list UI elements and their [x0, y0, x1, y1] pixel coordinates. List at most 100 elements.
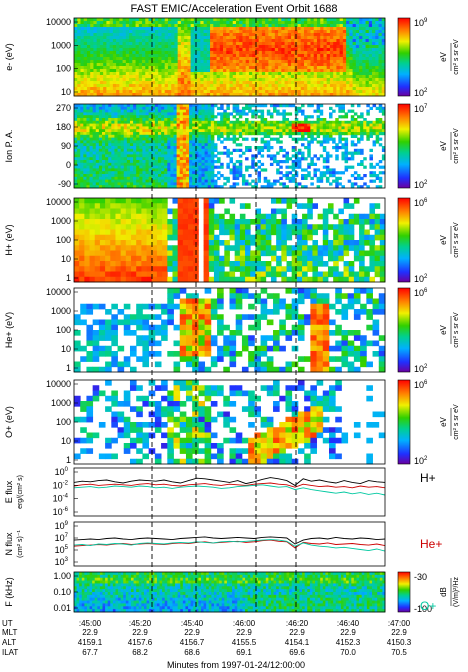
- y-tick-label: 1000: [51, 216, 71, 226]
- table-cell: 22.9: [289, 628, 305, 637]
- y-axis-label: F (kHz): [4, 577, 14, 607]
- y-tick-label: 100: [56, 325, 71, 335]
- y-axis-unit: erg/(cm² s): [17, 475, 24, 509]
- y-axis-title: H+ (eV): [4, 224, 14, 255]
- spectrogram-hplus: [74, 198, 386, 283]
- y-tick-label: 100: [56, 417, 71, 427]
- y-tick-label: 90: [61, 141, 71, 151]
- y-tick-label: 100: [56, 64, 71, 74]
- y-axis-label: Ion P. A.: [4, 130, 14, 163]
- colorbar-min: 102: [414, 180, 428, 190]
- colorbar-scale: [397, 571, 411, 613]
- colorbar-label: cm² s sr eV: [453, 312, 460, 348]
- table-cell: 68.6: [184, 648, 200, 657]
- y-tick-label: 1: [66, 455, 71, 465]
- y-tick-label: 10: [61, 436, 71, 446]
- table-cell: 4157.6: [128, 638, 153, 647]
- y-tick-label: 100: [55, 467, 69, 477]
- colorbar-max: 106: [414, 198, 428, 208]
- colorbar-ion_pa: 107 102 eV cm² s sr eV: [397, 103, 460, 190]
- y-axis-title: N flux: [4, 532, 14, 556]
- panel-heplus: 10000 1000 100 10 1: [46, 287, 386, 373]
- y-axis-unit: (cm² s)⁻¹: [17, 529, 24, 557]
- y-axis-label: N flux (cm² s)⁻¹: [4, 529, 24, 557]
- table-cell: 22.9: [391, 628, 407, 637]
- y-tick-label: 10000: [46, 17, 71, 27]
- series-eflux-Oplus: [73, 484, 386, 496]
- y-tick-label: 10-6: [53, 507, 69, 517]
- panel-frame: [73, 17, 386, 97]
- y-tick-label: 10000: [46, 379, 71, 389]
- series-nflux-Heplus: [73, 539, 386, 549]
- colorbar-scale: [397, 197, 411, 283]
- colorbar-min: 102: [414, 274, 428, 284]
- y-axis-label: e- (eV): [4, 43, 14, 71]
- table-cell: 22.9: [82, 628, 98, 637]
- colorbar-min: 102: [414, 456, 428, 466]
- colorbar-unit: eV: [439, 140, 448, 150]
- table-cell: 22.9: [132, 628, 148, 637]
- colorbar-label: cm² s sr eV: [453, 404, 460, 440]
- spectrogram-oplus: [74, 380, 386, 465]
- table-row-label: ALT: [2, 638, 16, 647]
- colorbar-unit: eV: [439, 416, 448, 426]
- y-axis-label: H+ (eV): [4, 224, 14, 255]
- series-eflux-Heplus: [73, 482, 386, 489]
- colorbar-max: 106: [414, 288, 428, 298]
- table-cell: 4150.3: [387, 638, 412, 647]
- table-cell: :45:40: [181, 619, 204, 628]
- table-cell: 22.9: [340, 628, 356, 637]
- y-tick-label: 105: [55, 545, 69, 555]
- table-cell: :45:00: [79, 619, 102, 628]
- series-eflux-Hplus: [73, 477, 386, 486]
- y-tick-label: 10: [61, 344, 71, 354]
- y-tick-label: 0.10: [53, 587, 71, 597]
- legend-Oplus: O+: [420, 599, 436, 613]
- series-nflux-Oplus: [73, 539, 386, 552]
- x-axis-label: Minutes from 1997-01-24/12:00:00: [167, 660, 305, 670]
- colorbar-max: 106: [414, 380, 428, 390]
- colorbar-min: -100: [414, 604, 432, 614]
- spectrogram-electrons: [74, 18, 386, 97]
- y-tick-label: 107: [55, 533, 69, 543]
- y-tick-label: 10000: [46, 197, 71, 207]
- panel-nflux: 109 107 105 103: [55, 521, 386, 567]
- table-cell: 22.9: [236, 628, 252, 637]
- colorbar-max: 109: [414, 18, 428, 28]
- y-tick-label: 103: [55, 557, 69, 567]
- table-cell: 22.9: [184, 628, 200, 637]
- colorbar-unit: eV: [439, 324, 448, 334]
- legend-Heplus: He+: [420, 537, 442, 551]
- series-nflux-Hplus: [73, 536, 386, 545]
- panel-frame: [73, 521, 386, 567]
- colorbar-scale: [397, 17, 411, 97]
- table-cell: 69.6: [289, 648, 305, 657]
- colorbar-hplus: 106 102 eV cm² s sr eV: [397, 197, 460, 284]
- y-tick-label: 10-2: [53, 480, 69, 490]
- y-tick-label: 109: [55, 521, 69, 531]
- colorbar-electrons: 109 102 eV cm² s sr eV: [397, 17, 460, 98]
- y-tick-label: 10: [61, 254, 71, 264]
- panel-eflux: 100 10-2 10-4 10-6: [53, 467, 386, 517]
- table-row-label: ILAT: [2, 648, 18, 657]
- table-cell: :45:20: [129, 619, 152, 628]
- y-axis-title: e- (eV): [4, 43, 14, 71]
- colorbar-scale: [397, 287, 411, 373]
- colorbar-min: 102: [414, 88, 428, 98]
- y-axis-label: He+ (eV): [4, 312, 14, 348]
- colorbar-heplus: 106 102 eV cm² s sr eV: [397, 287, 460, 374]
- panel-hplus: 10000 1000 100 10 1: [46, 197, 386, 283]
- panel-wave: 1.00 0.10 0.01: [53, 571, 386, 613]
- y-tick-label: 180: [56, 122, 71, 132]
- colorbar-label: cm² s sr eV: [453, 128, 460, 164]
- y-tick-label: 1000: [51, 306, 71, 316]
- table-cell: 67.7: [82, 648, 98, 657]
- y-tick-label: 1000: [51, 398, 71, 408]
- colorbar-unit: eV: [439, 51, 448, 61]
- y-axis-title: He+ (eV): [4, 312, 14, 348]
- y-tick-label: 100: [56, 235, 71, 245]
- panel-electrons: 10000 1000 100 10: [46, 17, 386, 97]
- colorbar-label: cm² s sr eV: [453, 222, 460, 258]
- y-tick-label: 10-4: [53, 494, 69, 504]
